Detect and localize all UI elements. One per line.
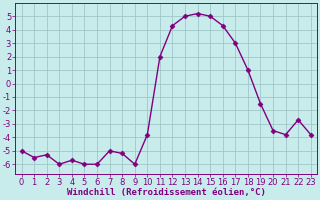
X-axis label: Windchill (Refroidissement éolien,°C): Windchill (Refroidissement éolien,°C) [67,188,266,197]
